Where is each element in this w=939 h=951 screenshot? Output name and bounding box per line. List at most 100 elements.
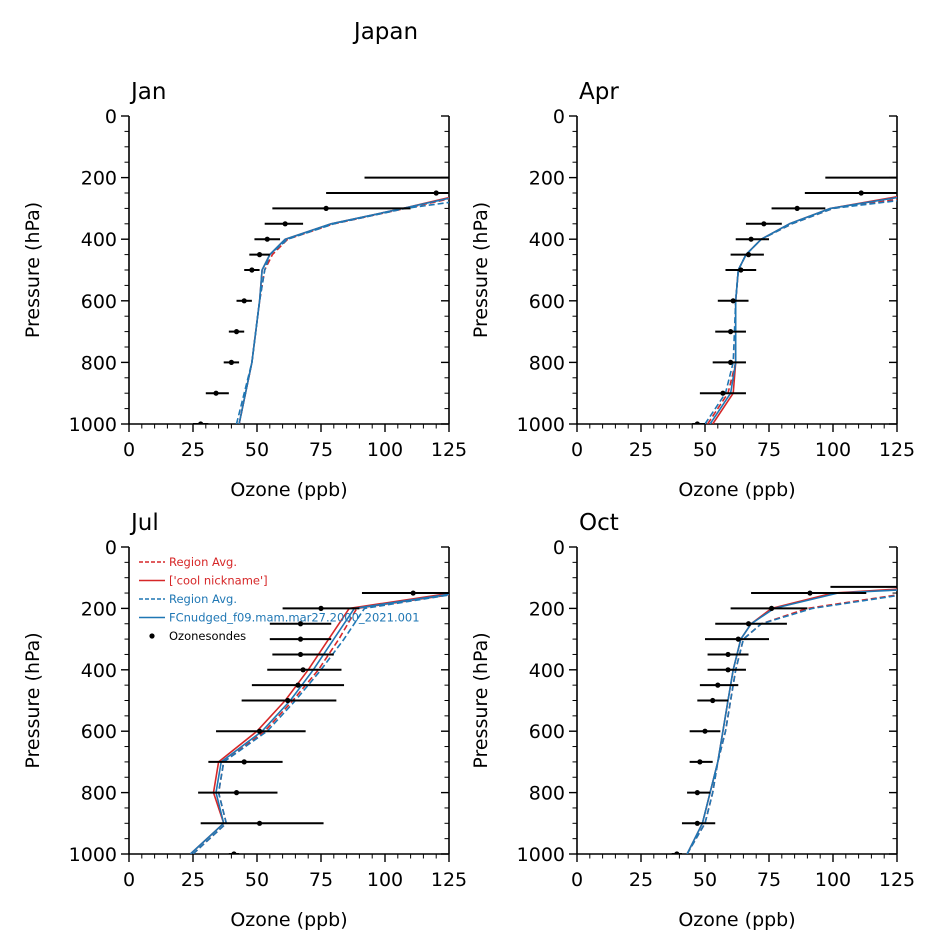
sonde-point [768,605,775,612]
sonde-point [295,682,301,688]
sonde-point [297,636,304,642]
x-axis-label: Ozone (ppb) [230,909,347,931]
legend-label: Ozonesondes [169,629,246,643]
series-line-red-dashed [192,594,449,854]
y-axis-label: Pressure (hPa) [22,632,44,768]
y-tick-label: 200 [81,598,117,620]
x-tick-label: 125 [431,869,467,891]
sonde-point [231,851,237,854]
y-tick-label: 1000 [69,844,117,866]
series-line-red-dashed [238,198,449,424]
panel-title: Jan [129,79,166,105]
sonde-point [233,329,240,335]
sonde-point [735,636,741,642]
x-tick-label: 0 [123,439,135,461]
series-line-red-dashed [706,198,897,424]
y-tick-label: 0 [105,106,117,128]
x-tick-label: 100 [815,439,851,461]
y-tick-label: 200 [529,598,565,620]
plot-area [189,590,449,854]
y-axis-label: Pressure (hPa) [470,202,492,338]
panel-jan: 0 25 50 75 100 125 0 200 400 600 800 1000 Ozone (ppb… [22,79,467,501]
x-tick-label: 100 [367,439,403,461]
sonde-point [410,590,416,596]
y-tick-label: 400 [529,229,565,251]
y-tick-label: 0 [553,106,565,128]
legend: Region Avg. ['cool nickname'] Region Avg. F… [139,555,420,643]
x-tick-label: 25 [181,439,205,461]
sonde-point [728,329,734,335]
x-tick-label: 100 [815,869,851,891]
series-line-red-solid [712,195,897,424]
sonde-point [725,651,731,658]
y-tick-label: 1000 [517,844,565,866]
sonde-point [241,759,247,765]
x-tick-label: 50 [245,439,269,461]
sonde-point [198,421,204,424]
sonde-point [300,667,306,673]
sonde-point [282,221,288,227]
x-tick-label: 125 [431,439,467,461]
legend-marker [149,633,155,639]
plot-area [671,585,897,854]
series-line-red-solid [686,588,897,854]
sonde-point [249,267,255,273]
panel-apr: 0 25 50 75 100 125 0 200 400 600 800 1000 Ozone (ppb… [470,79,915,501]
y-tick-label: 600 [81,721,117,743]
sonde-point [730,298,736,304]
x-tick-label: 75 [309,869,333,891]
sonde-point [761,221,767,227]
sonde-point [264,236,270,242]
y-axis-label: Pressure (hPa) [22,202,44,338]
y-tick-label: 400 [81,229,117,251]
series-line-blue-dashed [235,201,449,424]
x-tick-label: 50 [693,439,717,461]
sonde-point [715,682,721,688]
series-line-blue-dashed [192,594,449,854]
x-tick-label: 125 [879,869,915,891]
sonde-point [745,621,752,627]
x-axis-label: Ozone (ppb) [678,909,795,931]
sonde-point [233,790,240,796]
plot-area [193,176,449,424]
series-line-blue-solid [238,197,449,424]
sonde-point [858,190,864,196]
sonde-point [433,190,439,196]
y-tick-label: 800 [529,783,565,805]
x-tick-label: 75 [309,439,333,461]
sonde-point [285,697,291,704]
sonde-point [710,697,716,704]
series-line-red-solid [189,592,449,854]
sonde-point [697,759,703,765]
series-line-blue-solid [189,593,449,854]
sonde-point [694,790,700,796]
x-tick-label: 100 [367,869,403,891]
y-tick-label: 1000 [517,414,565,436]
sonde-point [256,728,263,734]
x-tick-label: 50 [693,869,717,891]
y-tick-label: 800 [529,352,565,374]
series-line-blue-solid [686,589,897,854]
sonde-point [256,820,263,826]
legend-label: FCnudged_f09.mam.mar27.2000_2021.001 [169,611,420,625]
legend-label: Region Avg. [169,555,237,569]
panel-title: Jul [129,510,159,536]
sonde-point [794,205,800,211]
series-line-blue-solid [709,196,897,424]
sonde-point [256,252,263,258]
y-tick-label: 200 [81,168,117,190]
x-tick-label: 0 [571,869,583,891]
series-line-red-dashed [686,594,897,854]
sonde-point [318,605,324,612]
sonde-point [807,590,813,596]
sonde-point [297,651,304,658]
sonde-point [748,236,754,242]
sonde-point [720,390,726,396]
sonde-point [674,851,680,854]
legend-label: Region Avg. [169,592,237,606]
sonde-point [694,820,700,826]
x-tick-label: 0 [123,869,135,891]
legend-label: ['cool nickname'] [169,574,268,588]
panel-jul: 0 25 50 75 100 125 0 200 400 600 800 1000 Ozone (ppb… [22,510,467,931]
x-tick-label: 75 [757,869,781,891]
